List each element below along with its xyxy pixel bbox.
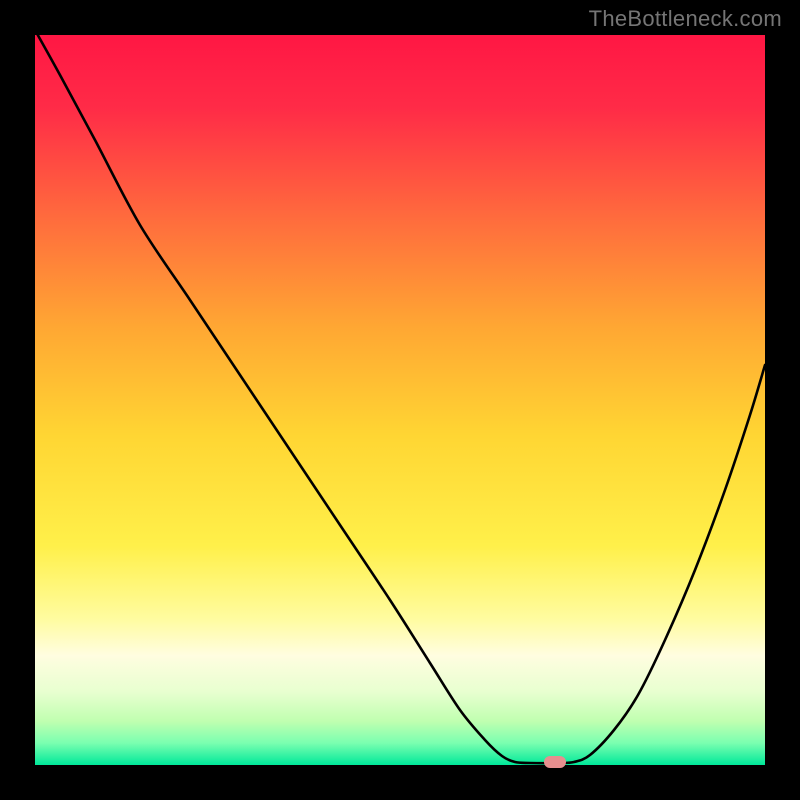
optimal-marker [544, 756, 566, 768]
bottleneck-chart [0, 0, 800, 800]
watermark: TheBottleneck.com [589, 6, 782, 32]
chart-container: TheBottleneck.com [0, 0, 800, 800]
plot-area [35, 35, 765, 765]
